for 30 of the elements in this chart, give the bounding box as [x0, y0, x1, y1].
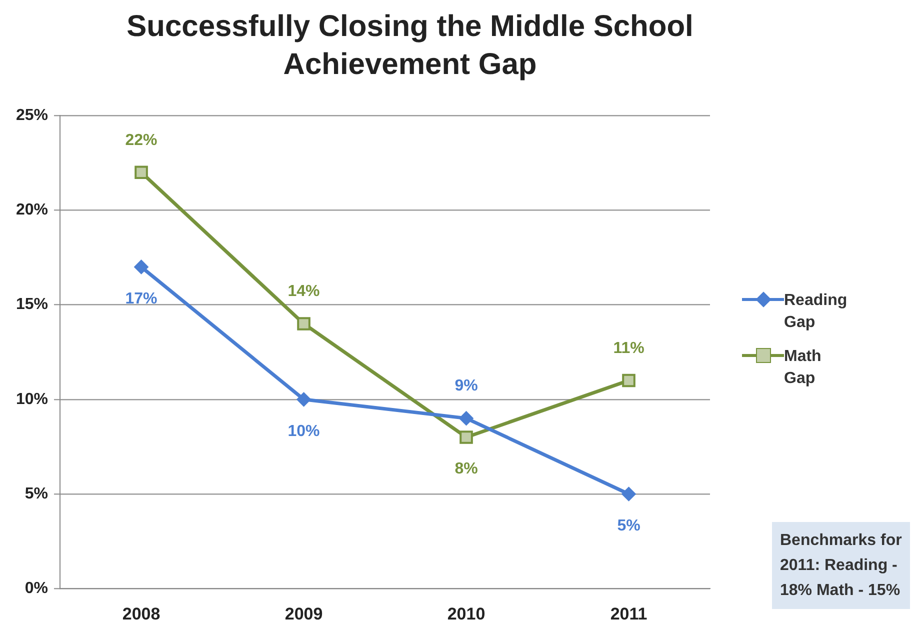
point — [459, 411, 474, 426]
x-tick-label: 2011 — [610, 604, 648, 624]
data-label: 9% — [454, 378, 478, 395]
point — [622, 487, 636, 501]
chart-title: Successfully Closing the Middle School Achievement Gap — [126, 9, 694, 83]
point — [134, 166, 148, 180]
point — [622, 374, 636, 388]
legend-label: Reading Gap — [784, 291, 848, 333]
y-tick-label: 10% — [16, 390, 48, 408]
data-label: 8% — [454, 460, 478, 478]
data-label: 17% — [125, 290, 158, 308]
x-tick-label: 2009 — [284, 604, 323, 624]
y-tick-label: 5% — [24, 485, 48, 502]
point — [296, 392, 311, 406]
data-label: 10% — [288, 422, 320, 440]
data-label: 22% — [125, 132, 158, 149]
data-label: 11% — [613, 340, 644, 357]
text: Benchmarks for 2011: Reading - 18% Math - 15% — [772, 522, 910, 609]
legend-label: Math Gap — [784, 347, 822, 389]
data-label: 5% — [617, 517, 640, 534]
y-tick-label: 25% — [16, 107, 48, 124]
point — [460, 430, 473, 444]
y-tick-label: 0% — [24, 580, 48, 598]
x-tick-label: 2010 — [447, 604, 486, 624]
data-label: 14% — [288, 283, 320, 300]
point — [134, 260, 148, 274]
y-tick-label: 20% — [16, 202, 48, 219]
y-tick-label: 15% — [16, 296, 48, 314]
point — [297, 317, 310, 330]
x-tick-label: 2008 — [122, 604, 160, 624]
